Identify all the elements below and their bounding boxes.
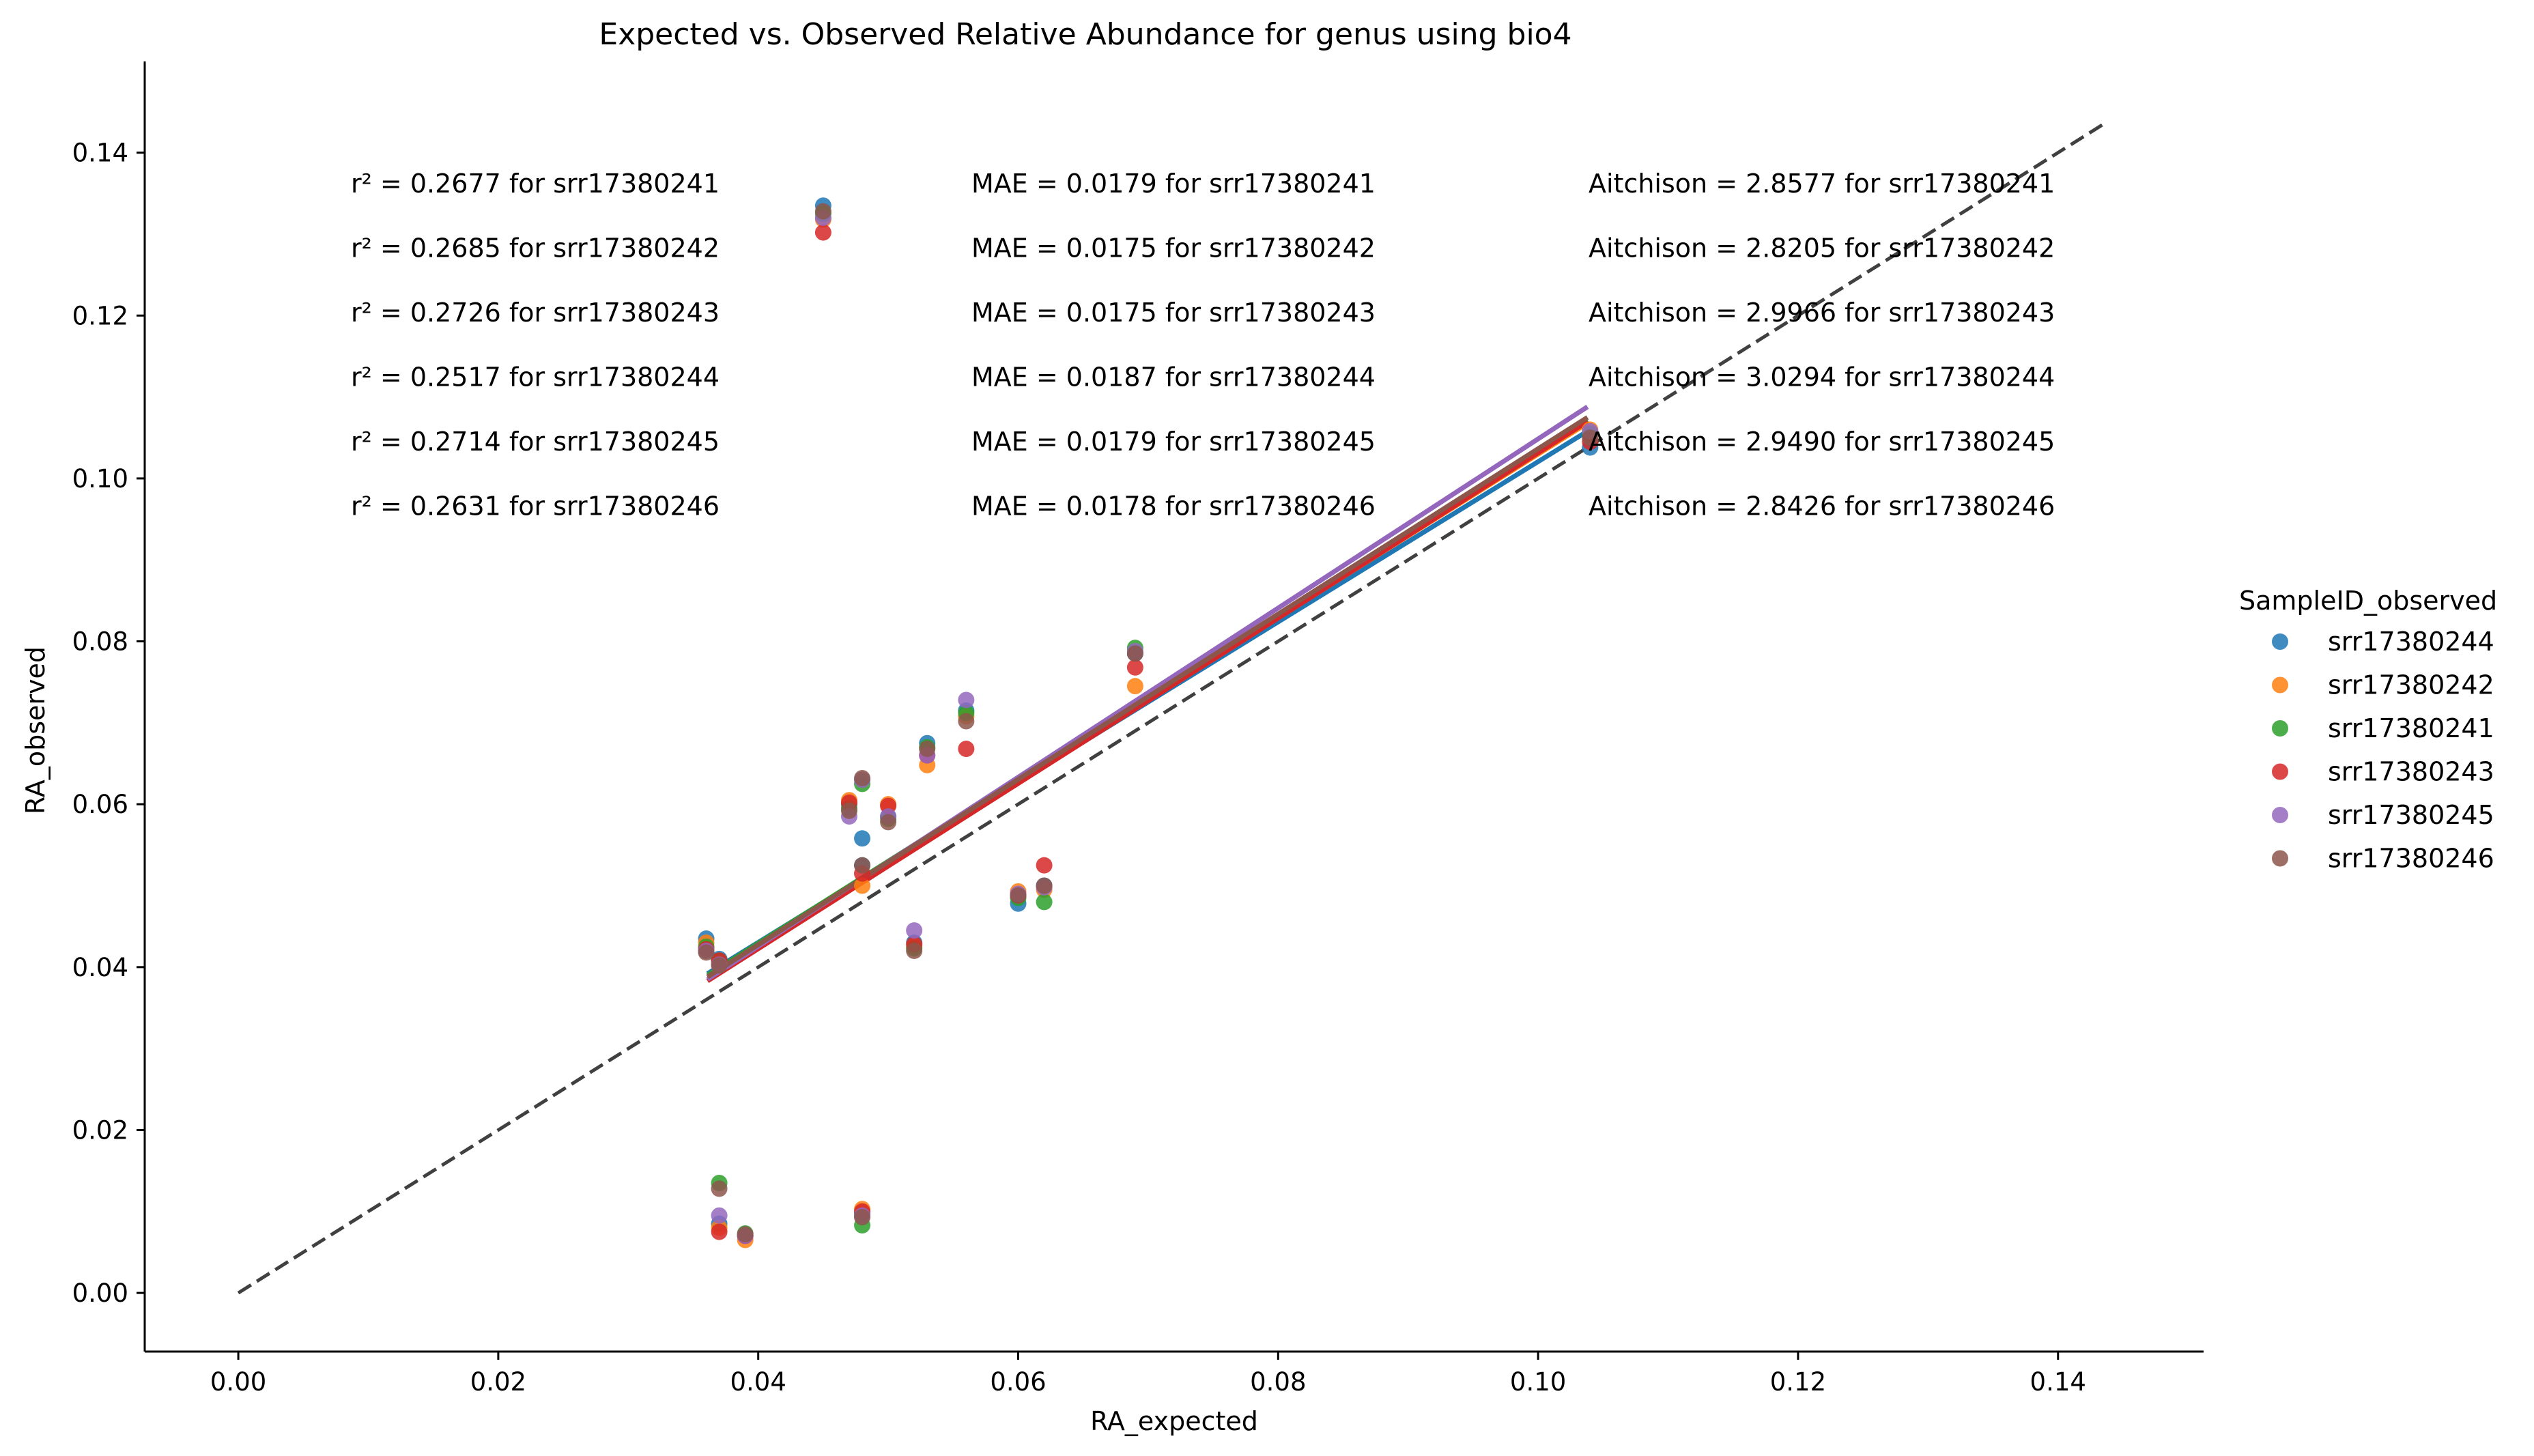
mae-annotation: MAE = 0.0179 for srr17380245 bbox=[971, 427, 1376, 457]
data-point-srr17380243 bbox=[958, 741, 975, 758]
mae-annotation: MAE = 0.0179 for srr17380241 bbox=[971, 169, 1376, 199]
aitchison-annotation: Aitchison = 3.0294 for srr17380244 bbox=[1589, 362, 2055, 392]
aitchison-annotation: Aitchison = 2.8205 for srr17380242 bbox=[1589, 233, 2055, 263]
x-tick-label: 0.08 bbox=[1250, 1367, 1306, 1397]
aitchison-annotation: Aitchison = 2.8426 for srr17380246 bbox=[1589, 491, 2055, 522]
data-point-srr17380241 bbox=[1036, 894, 1053, 911]
data-point-srr17380243 bbox=[1036, 857, 1053, 874]
aitchison-annotation: Aitchison = 2.9966 for srr17380243 bbox=[1589, 298, 2055, 328]
x-tick-label: 0.14 bbox=[2030, 1367, 2086, 1397]
legend-label: srr17380244 bbox=[2328, 627, 2494, 657]
data-point-srr17380246 bbox=[958, 713, 975, 730]
data-point-srr17380246 bbox=[1126, 645, 1143, 662]
fit-line-srr17380246 bbox=[706, 415, 1589, 980]
identity-line bbox=[237, 122, 2105, 1295]
legend-marker bbox=[2272, 676, 2288, 694]
y-tick-label: 0.04 bbox=[72, 953, 128, 982]
r2-annotation: r² = 0.2631 for srr17380246 bbox=[351, 491, 720, 522]
data-point-srr17380245 bbox=[711, 1207, 728, 1224]
legend-label: srr17380243 bbox=[2328, 757, 2494, 787]
data-point-srr17380244 bbox=[854, 830, 871, 847]
data-point-srr17380246 bbox=[698, 944, 715, 961]
legend-title: SampleID_observed bbox=[2239, 586, 2497, 616]
mae-annotation: MAE = 0.0175 for srr17380242 bbox=[971, 233, 1376, 263]
legend-marker bbox=[2272, 763, 2288, 780]
fit-line-srr17380243 bbox=[706, 419, 1589, 984]
r2-annotation: r² = 0.2714 for srr17380245 bbox=[351, 427, 720, 457]
data-point-srr17380246 bbox=[814, 203, 831, 220]
data-point-srr17380246 bbox=[737, 1226, 754, 1243]
y-tick-label: 0.12 bbox=[72, 301, 128, 330]
annotations-group: r² = 0.2677 for srr17380241 r² = 0.2685 f… bbox=[351, 169, 2055, 522]
data-point-srr17380246 bbox=[1010, 887, 1027, 904]
points-group bbox=[698, 197, 1599, 1248]
legend: SampleID_observed srr17380244 srr17380242 s… bbox=[2239, 586, 2497, 874]
x-tick-label: 0.04 bbox=[730, 1367, 786, 1397]
data-point-srr17380246 bbox=[919, 741, 936, 758]
y-tick-label: 0.08 bbox=[72, 627, 128, 657]
x-tick-label: 0.02 bbox=[470, 1367, 526, 1397]
data-point-srr17380246 bbox=[854, 770, 871, 786]
aitchison-annotation: Aitchison = 2.8577 for srr17380241 bbox=[1589, 169, 2055, 199]
data-point-srr17380246 bbox=[711, 957, 728, 974]
mae-annotation: MAE = 0.0175 for srr17380243 bbox=[971, 298, 1376, 328]
data-point-srr17380243 bbox=[711, 1223, 728, 1240]
legend-label: srr17380241 bbox=[2328, 713, 2494, 743]
legend-marker bbox=[2272, 807, 2288, 823]
y-tick-label: 0.00 bbox=[72, 1279, 128, 1308]
r2-annotation: r² = 0.2517 for srr17380244 bbox=[351, 362, 720, 392]
r2-annotation: r² = 0.2726 for srr17380243 bbox=[351, 298, 720, 328]
data-point-srr17380246 bbox=[906, 942, 923, 959]
legend-label: srr17380246 bbox=[2328, 844, 2494, 874]
data-point-srr17380246 bbox=[854, 1209, 871, 1226]
x-axis-label: RA_expected bbox=[1090, 1406, 1258, 1436]
identity-line-group bbox=[237, 122, 2105, 1295]
data-point-srr17380246 bbox=[1036, 877, 1053, 894]
data-point-srr17380246 bbox=[711, 1180, 728, 1197]
legend-marker bbox=[2272, 633, 2288, 650]
legend-label: srr17380245 bbox=[2328, 800, 2494, 830]
data-point-srr17380243 bbox=[814, 224, 831, 241]
x-tick-label: 0.06 bbox=[990, 1367, 1046, 1397]
x-tick-label: 0.00 bbox=[210, 1367, 266, 1397]
data-point-srr17380246 bbox=[840, 802, 857, 819]
y-tick-label: 0.06 bbox=[72, 790, 128, 819]
mae-annotation: MAE = 0.0178 for srr17380246 bbox=[971, 491, 1376, 522]
data-point-srr17380243 bbox=[1126, 659, 1143, 676]
y-tick-label: 0.10 bbox=[72, 464, 128, 494]
legend-marker bbox=[2272, 720, 2288, 737]
y-axis-label: RA_observed bbox=[20, 646, 51, 814]
r2-annotation: r² = 0.2677 for srr17380241 bbox=[351, 169, 720, 199]
data-point-srr17380246 bbox=[880, 814, 897, 831]
axes: 0.00 0.02 0.04 0.06 0.08 0.10 0.12 0.14 0.00 0.02… bbox=[72, 61, 2204, 1397]
mae-annotation: MAE = 0.0187 for srr17380244 bbox=[971, 362, 1376, 392]
data-point-srr17380245 bbox=[958, 691, 975, 709]
chart-title: Expected vs. Observed Relative Abundance… bbox=[599, 17, 1571, 52]
data-point-srr17380246 bbox=[854, 857, 871, 874]
data-point-srr17380245 bbox=[906, 922, 923, 939]
fit-lines-group bbox=[706, 404, 1589, 984]
legend-label: srr17380242 bbox=[2328, 670, 2494, 700]
data-point-srr17380242 bbox=[854, 877, 871, 894]
r2-annotation: r² = 0.2685 for srr17380242 bbox=[351, 233, 720, 263]
y-tick-label: 0.14 bbox=[72, 139, 128, 168]
y-tick-label: 0.02 bbox=[72, 1115, 128, 1145]
x-tick-label: 0.12 bbox=[1770, 1367, 1826, 1397]
data-point-srr17380246 bbox=[1582, 429, 1599, 446]
data-point-srr17380242 bbox=[1126, 678, 1143, 695]
x-tick-label: 0.10 bbox=[1510, 1367, 1566, 1397]
aitchison-annotation: Aitchison = 2.9490 for srr17380245 bbox=[1589, 427, 2055, 457]
legend-marker bbox=[2272, 850, 2288, 867]
